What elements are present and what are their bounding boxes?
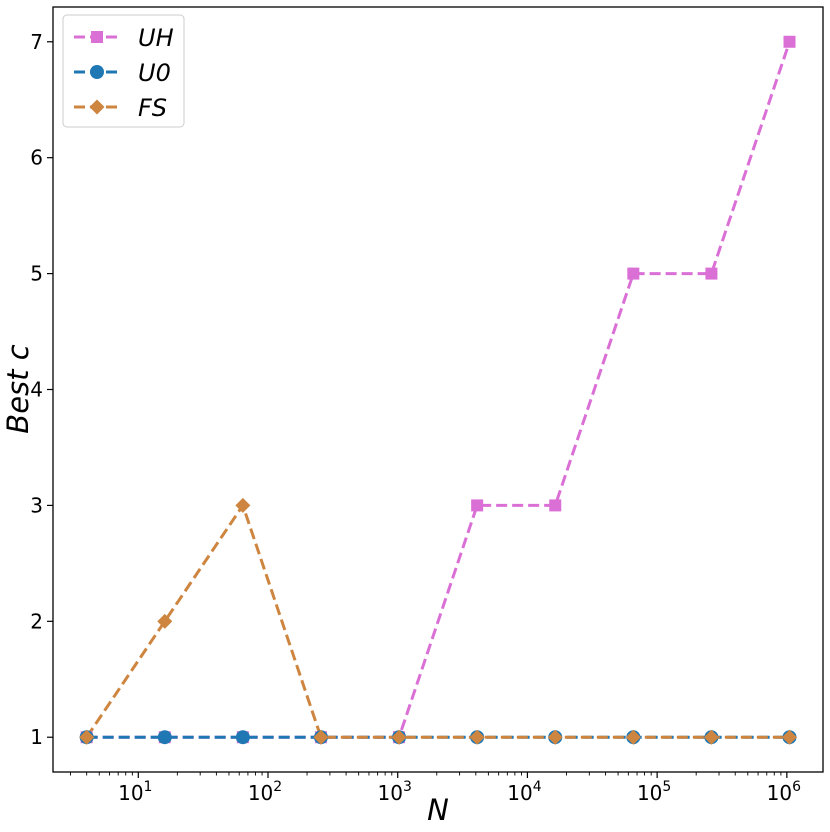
x-tick-label: 103	[378, 779, 412, 805]
y-tick-label: 1	[30, 725, 43, 749]
legend-label-fs: FS	[138, 94, 167, 122]
y-tick-label: 6	[30, 146, 43, 170]
x-tick-label: 102	[248, 779, 282, 805]
y-tick-label: 5	[30, 262, 43, 286]
x-axis-ticks: 101 102 103 104 105 106	[70, 772, 801, 805]
y-tick-label: 2	[30, 609, 43, 633]
x-tick-label: 101	[118, 779, 152, 805]
legend-marker-fs	[89, 99, 105, 115]
x-tick-label: 105	[637, 779, 671, 805]
data-point-u0	[157, 730, 172, 745]
y-tick-label: 3	[30, 493, 43, 517]
data-point-fs	[469, 729, 485, 745]
y-axis-ticks: 1 2 3 4 5 6 7	[30, 30, 53, 749]
data-point-fs	[782, 729, 798, 745]
series-line-fs	[85, 502, 790, 739]
y-axis-label: Best c	[1, 344, 35, 433]
y-tick-label: 7	[30, 30, 43, 54]
legend-marker-u0	[90, 65, 104, 79]
data-point-fs	[625, 729, 641, 745]
data-point-fs	[391, 729, 407, 745]
data-point-uh	[627, 267, 640, 280]
data-point-fs	[703, 729, 719, 745]
series-layer	[79, 35, 798, 745]
data-point-u0	[235, 730, 250, 745]
x-axis-label: N	[427, 793, 449, 827]
data-point-uh	[471, 499, 484, 512]
legend-marker-uh	[91, 31, 103, 43]
data-point-fs	[157, 613, 173, 629]
data-point-uh	[549, 499, 562, 512]
data-point-uh	[783, 35, 796, 48]
x-tick-label: 106	[767, 779, 801, 805]
series-line-uh	[86, 41, 791, 739]
data-point-fs	[547, 729, 563, 745]
data-point-fs	[235, 497, 251, 513]
legend-label-u0: U0	[138, 59, 171, 87]
x-tick-label: 104	[507, 779, 541, 805]
legend-label-uh: UH	[138, 24, 174, 52]
data-point-uh	[705, 267, 718, 280]
legend: UH U0 FS	[62, 14, 185, 128]
y-tick-label: 4	[30, 378, 43, 402]
data-point-fs	[79, 729, 95, 745]
data-point-fs	[313, 729, 329, 745]
